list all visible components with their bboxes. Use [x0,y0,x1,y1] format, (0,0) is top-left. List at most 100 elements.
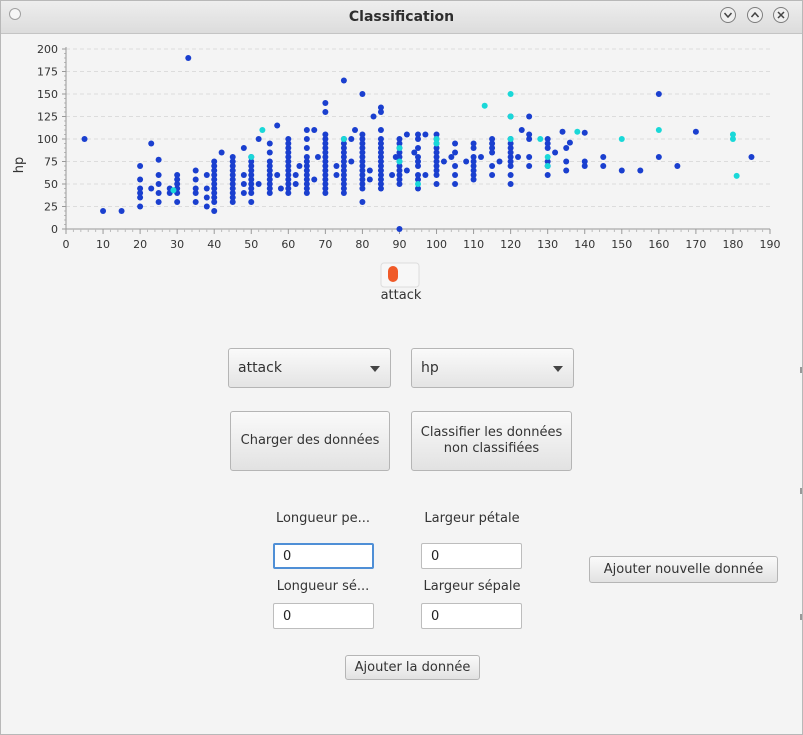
classified-point [322,185,329,192]
classified-point [322,154,329,160]
classified-point [618,167,625,174]
classified-point [285,172,292,178]
classified-point [322,149,329,156]
classified-point [303,136,310,142]
x-tick-label: 180 [722,238,743,251]
unclassified-point [396,145,403,151]
classified-point [322,181,329,187]
classified-point [240,172,247,178]
classified-point [377,181,384,187]
y-tick-label: 75 [44,156,58,169]
classified-point [340,181,347,187]
add-data-button[interactable]: Ajouter la donnée [345,655,480,680]
classified-point [415,176,421,183]
load-data-button[interactable]: Charger des données [230,411,390,471]
classified-point [211,163,218,169]
maximize-button[interactable] [747,7,763,23]
classified-point [322,131,329,138]
close-button[interactable] [773,7,789,23]
classified-point [218,149,225,156]
unclassified-point [259,127,266,133]
unclassified-point [733,172,740,179]
classified-point [248,190,255,196]
classified-point [563,167,570,174]
classified-point [470,140,477,147]
add-new-data-button[interactable]: Ajouter nouvelle donnée [589,556,778,583]
field3-label: Longueur sé... [276,579,370,594]
classified-point [340,158,347,165]
classified-point [433,131,440,138]
classified-point [600,163,607,169]
classified-point [203,194,210,201]
classified-point [148,185,155,192]
classified-point [359,163,366,169]
x-tick-label: 130 [537,238,558,251]
classified-point [600,154,607,160]
chart-axes: 0 25 50 75 100 125 150 175 200 0 10 20 30 40 50 60 70 80 9… [37,43,781,251]
classified-point [370,113,377,120]
classified-point [185,55,192,61]
classified-point [303,190,310,196]
unclassified-point [729,136,736,142]
classified-point [211,185,218,192]
classified-point [277,185,284,192]
classify-button[interactable]: Classifier les données non classifiées [411,411,572,471]
classified-point [396,140,403,147]
classified-point [396,172,403,178]
chart-points [81,55,755,232]
y-axis-select[interactable]: hp [411,348,574,388]
classified-point [303,176,310,183]
classified-point [566,139,573,146]
field1-input[interactable] [273,543,374,569]
classified-point [544,140,551,147]
classified-point [359,145,366,151]
unclassified-point [340,136,347,142]
classified-point [155,156,162,163]
classified-point [274,172,281,178]
field2-input[interactable] [421,543,522,569]
classified-point [396,226,403,232]
classified-point [155,172,162,178]
classified-point [266,185,273,192]
classified-point [377,145,384,151]
y-axis-label: hp [12,157,27,174]
x-tick-label: 110 [463,238,484,251]
classified-point [174,199,181,205]
classified-point [240,181,247,187]
classified-point [544,158,551,165]
classified-point [174,176,181,183]
classified-point [303,172,310,178]
chart-legend: attack [380,262,422,303]
classified-point [311,127,318,133]
classified-point [366,167,373,174]
classified-point [507,154,514,160]
classified-point [377,154,384,160]
classified-point [322,158,329,165]
title-bar[interactable]: Classification [1,1,802,34]
classified-point [322,109,329,115]
classified-point [544,172,551,178]
unclassified-point [574,128,581,135]
y-tick-label: 150 [37,88,58,101]
field4-input[interactable] [421,603,522,629]
x-tick-label: 120 [500,238,521,251]
minimize-button[interactable] [720,7,736,23]
unclassified-point [248,154,255,160]
classified-point [248,163,255,169]
window-menu-icon[interactable] [9,8,21,20]
classified-point [118,208,125,214]
classified-point [359,91,366,97]
field3-input[interactable] [273,603,374,629]
classified-point [377,158,384,165]
classified-point [285,140,292,147]
classified-point [211,172,218,178]
scroll-marker [800,367,802,373]
classified-point [559,128,566,135]
classified-point [248,185,255,192]
classified-point [359,149,366,156]
classified-point [359,176,366,183]
classified-point [203,172,210,178]
classified-point [285,185,292,192]
x-axis-select[interactable]: attack [228,348,391,388]
classified-point [507,172,514,178]
